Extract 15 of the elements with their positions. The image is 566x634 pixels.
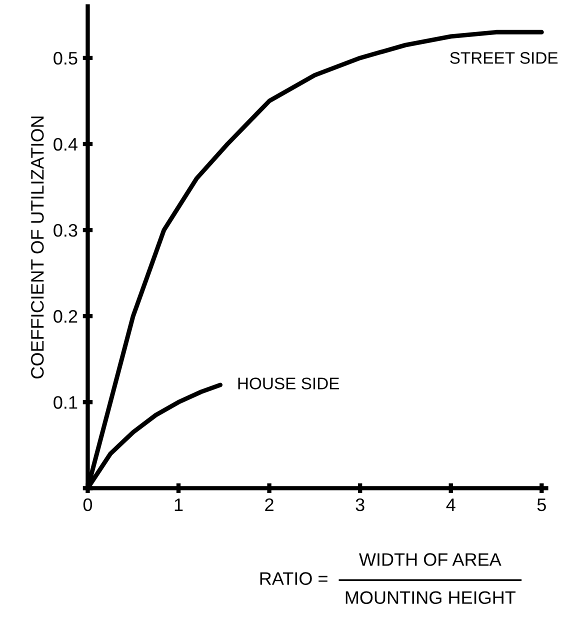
- x-tick-label: 4: [446, 498, 456, 511]
- series-label: STREET SIDE: [450, 52, 558, 64]
- text: RATIO = WIDTH OF AREA MOUNTING HEIGHT: [260, 553, 516, 604]
- y-tick-label: 0.5: [54, 52, 78, 65]
- x-tick-label: 3: [356, 498, 364, 512]
- y-tick-label: 0.2: [54, 310, 78, 323]
- y-tick-label: 0.4: [54, 138, 78, 151]
- y-tick-label: 0.3: [54, 224, 78, 237]
- x-tick-label: 0: [83, 498, 92, 512]
- x-tick-label: 5: [537, 498, 546, 512]
- x-tick-label: 2: [265, 498, 274, 511]
- y-axis-title: COEFFICIENT OF UTILIZATION: [31, 116, 44, 378]
- y-tick-label: 0.1: [54, 396, 78, 409]
- x-tick-label: 1: [174, 498, 183, 511]
- series-label: HOUSE SIDE: [238, 378, 340, 390]
